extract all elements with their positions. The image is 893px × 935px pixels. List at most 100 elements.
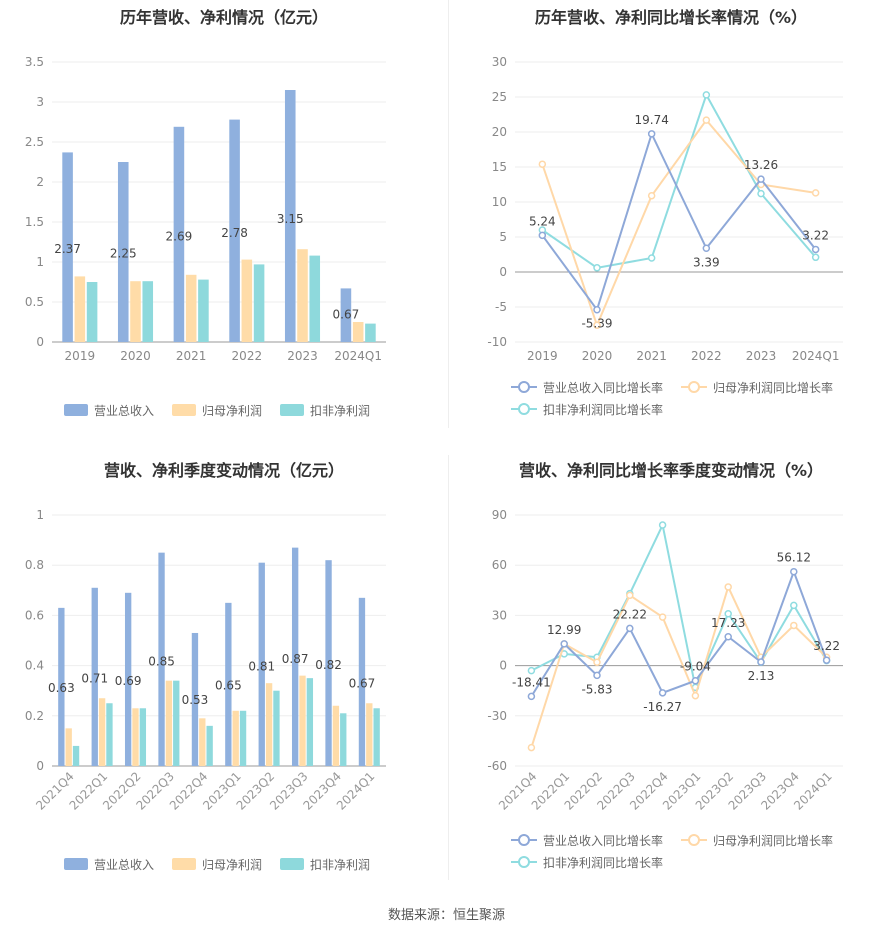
bar	[306, 678, 314, 766]
legend-item-net-growth[interactable]: 归母净利润同比增长率	[681, 829, 833, 851]
bar	[340, 713, 347, 766]
data-label: 0.82	[315, 658, 342, 672]
data-label: -9.04	[680, 660, 711, 674]
y-tick-label: -10	[487, 335, 507, 349]
data-label: 56.12	[777, 551, 811, 565]
legend-item-revenue[interactable]: 营业总收入	[64, 853, 154, 875]
legend-label: 归母净利润	[202, 403, 263, 418]
data-label: 0.69	[115, 674, 142, 688]
data-label: -18.41	[512, 675, 551, 689]
data-point	[790, 621, 798, 630]
panel-title: 历年营收、净利情况（亿元）	[119, 8, 328, 27]
bar	[65, 728, 72, 766]
legend-swatch	[511, 403, 537, 415]
bar	[130, 281, 141, 342]
data-point	[647, 254, 656, 262]
data-point	[658, 689, 667, 697]
y-tick-label: 0	[499, 659, 507, 673]
panel-title: 营收、净利季度变动情况（亿元）	[103, 461, 344, 480]
bar	[142, 281, 154, 342]
y-tick-label: 5	[499, 230, 507, 244]
legend-label: 营业总收入	[94, 857, 155, 872]
bar	[185, 274, 197, 342]
bar	[309, 255, 321, 342]
bar	[132, 708, 139, 766]
quarterly-growth-chart: -60-3003060902021Q42022Q12022Q22022Q3202…	[487, 508, 843, 813]
chart-legend: 营业总收入同比增长率 归母净利润同比增长率 扣非净利润同比增长率	[511, 376, 891, 420]
bar	[117, 162, 129, 342]
data-label: 2.25	[110, 247, 137, 261]
data-point	[757, 175, 765, 183]
legend-item-revenue-growth[interactable]: 营业总收入同比增长率	[511, 376, 663, 398]
data-point	[593, 671, 601, 680]
data-point	[702, 91, 711, 99]
series-line	[541, 118, 816, 329]
data-label: 0.53	[182, 693, 209, 707]
data-point	[790, 601, 798, 610]
bar	[232, 710, 239, 766]
bar	[340, 288, 352, 342]
y-tick-label: 20	[492, 125, 507, 139]
data-point	[757, 189, 765, 198]
x-tick-label: 2019	[527, 349, 558, 363]
legend-swatch	[511, 381, 537, 393]
bar	[158, 552, 165, 766]
bar	[86, 282, 98, 342]
x-tick-label: 2022	[691, 349, 722, 363]
legend-label: 扣非净利润	[310, 403, 371, 418]
legend-item-deducted-profit[interactable]: 扣非净利润	[280, 853, 370, 875]
annual-revenue-profit-panel: 历年营收、净利情况（亿元） 0 0.5 1 1.5 2 2.5 3 3.5 2019 2020 20…	[0, 0, 448, 440]
bar	[366, 703, 373, 766]
bar	[273, 690, 280, 766]
legend-swatch	[280, 404, 305, 416]
data-label: 5.24	[529, 214, 556, 228]
data-point	[527, 692, 536, 701]
data-label: 19.74	[634, 113, 668, 127]
bar	[58, 607, 65, 766]
legend-label: 归母净利润同比增长率	[713, 833, 834, 848]
y-tick-label: 0.4	[25, 659, 44, 673]
bar	[198, 279, 209, 342]
legend-item-deducted-growth[interactable]: 扣非净利润同比增长率	[511, 851, 663, 873]
bar	[199, 718, 206, 766]
legend-swatch	[681, 834, 708, 846]
bar	[241, 259, 253, 342]
bar	[325, 560, 332, 766]
y-tick-label: 60	[492, 558, 507, 572]
series-line	[530, 568, 828, 697]
bar	[229, 119, 240, 342]
data-point	[811, 245, 820, 254]
bar	[284, 90, 296, 342]
y-tick-label: 3	[36, 95, 44, 109]
legend-item-net-profit[interactable]: 归母净利润	[172, 399, 262, 421]
data-point	[527, 743, 536, 752]
data-label: 0.85	[148, 655, 175, 669]
legend-item-revenue[interactable]: 营业总收入	[64, 399, 154, 421]
data-label: 0.81	[248, 659, 275, 673]
bar	[239, 710, 247, 766]
bar	[291, 547, 299, 766]
legend-item-revenue-growth[interactable]: 营业总收入同比增长率	[511, 829, 663, 851]
x-tick-label: 2021	[176, 349, 207, 363]
x-tick-label: 2021	[636, 349, 667, 363]
legend-item-net-growth[interactable]: 归母净利润同比增长率	[681, 376, 833, 398]
bar	[124, 592, 132, 766]
data-label: -16.27	[643, 700, 682, 714]
data-point	[691, 676, 700, 685]
data-point	[822, 656, 831, 664]
y-tick-label: 0.2	[25, 709, 44, 723]
panel-divider-top	[448, 0, 449, 428]
legend-item-net-profit[interactable]: 归母净利润	[172, 853, 262, 875]
data-label: 17.23	[711, 616, 745, 630]
bar	[297, 249, 308, 342]
x-tick-label: 2020	[582, 349, 613, 363]
legend-item-deducted-growth[interactable]: 扣非净利润同比增长率	[511, 398, 663, 420]
data-point	[593, 264, 601, 272]
bar	[173, 126, 185, 342]
y-tick-label: 0	[499, 265, 507, 279]
legend-item-deducted-profit[interactable]: 扣非净利润	[280, 399, 370, 421]
y-tick-label: -60	[487, 759, 507, 773]
data-point	[724, 583, 732, 591]
data-point	[593, 321, 601, 329]
data-point	[757, 658, 765, 666]
